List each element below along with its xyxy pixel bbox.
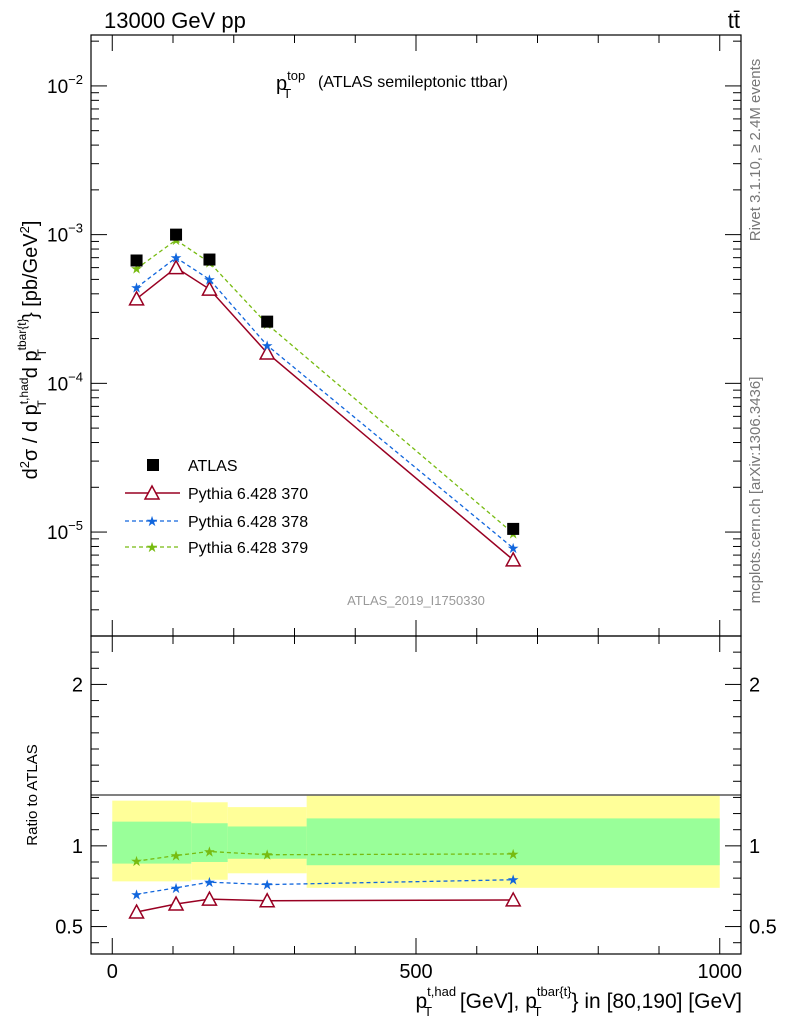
data-point-triangle — [504, 891, 522, 907]
ratio-line-379 — [136, 850, 514, 862]
rivet-label: Rivet 3.1.10, ≥ 2.4M events — [747, 59, 764, 242]
ratio-x-ticks: 0 500 1000 — [107, 636, 742, 983]
data-point-square — [507, 522, 520, 535]
legend-label-370: Pythia 6.428 370 — [188, 486, 308, 503]
data-point-triangle — [201, 280, 218, 296]
main-y-tick-label: 10−5 — [47, 518, 83, 544]
ratio-band-inner — [191, 823, 228, 862]
series-line-379 — [136, 239, 514, 534]
ratio-y-ticks: 0.5 0.5 1 1 2 2 — [55, 651, 777, 944]
ratio-panel: 0.5 0.5 1 1 2 2 0 500 1000 ★ ★ ★ ★ ★ ★ ★ ★ ★ ★ Ratio to … — [24, 635, 777, 983]
ratio-band-inner — [112, 821, 192, 864]
ratio-y-tick-label-right: 0.5 — [749, 917, 777, 939]
ratio-y-tick-label: 2 — [72, 674, 83, 696]
data-point-star: ★ — [130, 280, 143, 296]
legend-label-378: Pythia 6.428 378 — [188, 514, 308, 531]
main-y-tick-label: 10−3 — [47, 221, 83, 247]
data-point-square — [130, 254, 143, 267]
data-point-star: ★ — [130, 886, 143, 902]
energy-label: 13000 GeV pp — [104, 8, 246, 33]
plot-title-symbol: ptop T — [276, 68, 305, 101]
series-line-378 — [136, 256, 514, 549]
data-point-triangle — [167, 895, 185, 911]
data-point-triangle — [504, 551, 522, 567]
main-y-axis-label: d2σ / d pt,had Td ptbar{t}T} [pb/GeV2] — [15, 221, 49, 480]
ratio-series: ★ ★ ★ ★ ★ ★ ★ ★ ★ ★ — [128, 843, 522, 919]
ratio-y-tick-label-right: 2 — [749, 674, 760, 696]
data-point-star: ★ — [170, 848, 183, 864]
x-tick-label: 1000 — [697, 961, 742, 983]
data-point-star: ★ — [170, 250, 183, 266]
legend: ATLAS Pythia 6.428 370 ★ Pythia 6.428 37… — [125, 458, 308, 557]
ratio-y-axis-label: Ratio to ATLAS — [24, 744, 41, 845]
data-point-star: ★ — [203, 874, 216, 890]
data-point-square — [261, 315, 274, 328]
data-point-star: ★ — [261, 877, 274, 893]
ratio-y-tick-label-right: 1 — [749, 836, 760, 858]
legend-label-379: Pythia 6.428 379 — [188, 540, 308, 557]
data-point-triangle — [128, 290, 145, 306]
data-point-star: ★ — [507, 872, 520, 888]
ratio-band-inner — [306, 818, 720, 866]
main-series: ★★★★★★★★★★ — [128, 228, 522, 567]
ratio-y-tick-label: 0.5 — [55, 917, 83, 939]
data-point-star: ★ — [261, 337, 274, 353]
data-point-star: ★ — [507, 846, 520, 862]
data-point-star: ★ — [261, 847, 274, 863]
data-point-triangle — [167, 259, 185, 275]
data-point-square — [170, 228, 183, 241]
ratio-band-inner — [227, 826, 307, 859]
analysis-tag: ATLAS_2019_I1750330 — [347, 593, 485, 608]
x-tick-label: 500 — [399, 961, 432, 983]
main-x-ticks — [111, 35, 721, 636]
legend-marker-379: ★ — [146, 539, 159, 555]
ratio-line-378 — [136, 879, 514, 895]
data-point-star: ★ — [130, 853, 143, 869]
legend-label-atlas: ATLAS — [188, 458, 238, 475]
data-point-star: ★ — [507, 540, 520, 556]
x-axis-label: pt,had T [GeV], ptbar{t} T} in [80,190] [G… — [415, 984, 742, 1019]
plot-title: (ATLAS semileptonic ttbar) — [318, 74, 508, 91]
mcplots-label: mcplots.cern.ch [arXiv:1306.3436] — [747, 377, 764, 604]
x-tick-label: 0 — [107, 961, 118, 983]
main-y-tick-label: 10−4 — [47, 369, 83, 395]
data-point-star: ★ — [170, 880, 183, 896]
process-label: tt̄ — [728, 8, 740, 33]
data-point-triangle — [258, 892, 276, 908]
main-y-ticks: 10−2 10−3 10−4 10−5 — [47, 40, 741, 637]
data-point-star: ★ — [203, 843, 216, 859]
data-point-triangle — [128, 903, 145, 919]
main-y-tick-label: 10−2 — [47, 72, 83, 98]
data-point-triangle — [258, 344, 276, 360]
ratio-line-370 — [136, 898, 514, 913]
ratio-y-tick-label: 1 — [72, 836, 83, 858]
legend-marker-atlas — [147, 459, 159, 471]
data-point-star: ★ — [203, 271, 216, 287]
data-point-square — [203, 253, 216, 266]
ratio-bands — [112, 795, 720, 888]
legend-marker-370 — [143, 484, 161, 500]
data-point-triangle — [201, 890, 218, 906]
legend-marker-378: ★ — [146, 513, 159, 529]
